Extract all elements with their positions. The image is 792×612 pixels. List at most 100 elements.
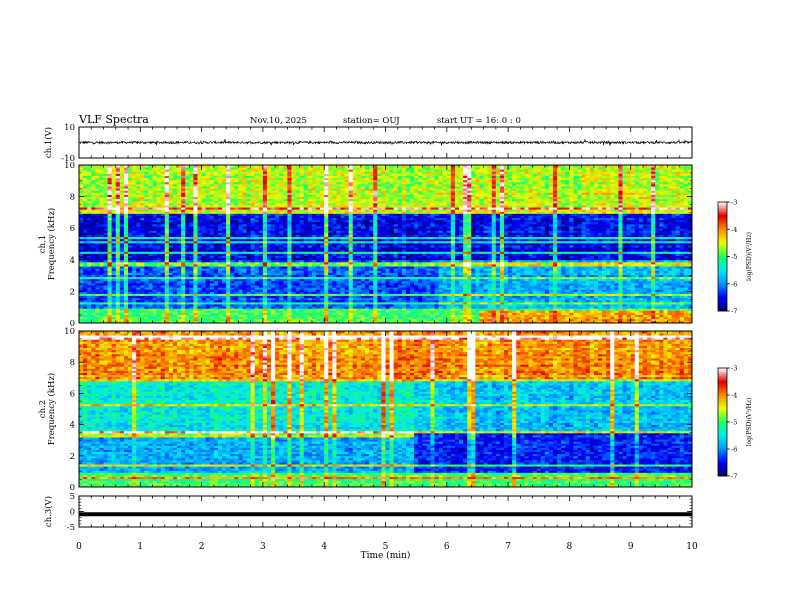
ch1-spec-cell: [262, 196, 268, 200]
ch1-spec-cell: [271, 270, 276, 273]
ch1-spec-cell: [230, 230, 235, 233]
ch1-spec-cell: [128, 230, 133, 233]
ch1-spec-cell: [115, 274, 121, 278]
ch1-spec-cell: [168, 293, 174, 297]
ch1-spec-cell: [177, 230, 182, 233]
ch1-spec-cell: [275, 226, 280, 229]
ch1-spec-cell: [164, 211, 170, 214]
ch1-spec-cell: [148, 217, 153, 221]
ch1-spec-cell: [238, 270, 243, 273]
ch1-spec-cell: [107, 257, 113, 261]
ch1-spec-cell: [279, 194, 284, 197]
ch1-spec-cell: [103, 242, 109, 246]
ch1-spec-cell: [107, 196, 113, 200]
ch1-spec-cell: [262, 215, 268, 219]
ch1-spec-cell: [287, 291, 292, 294]
ch1-spec-cell: [246, 190, 252, 193]
ch1-spec-cell: [152, 202, 158, 206]
ch1-spec-cell: [266, 314, 272, 318]
ch1-spec-cell: [209, 285, 215, 288]
ch1-spec-cell: [172, 301, 178, 305]
ch1-spec-cell: [222, 249, 227, 252]
ch1-spec-cell: [242, 198, 247, 202]
ch1-spec-cell: [238, 310, 243, 313]
ch1-spec-cell: [254, 255, 260, 259]
ch1-spec-cell: [160, 221, 166, 225]
ch1-spec-cell: [213, 230, 219, 233]
ch1-spec-cell: [287, 310, 292, 313]
ch1-spec-cell: [136, 194, 141, 197]
ch1-spec-cell: [128, 301, 133, 305]
ch1-spec-cell: [205, 236, 211, 240]
ch1-spec-cell: [279, 196, 284, 200]
ch1-spec-cell: [209, 255, 215, 259]
ch1-spec-cell: [172, 209, 178, 212]
ch1-spec-cell: [193, 314, 198, 318]
ch1-spec-cell: [79, 181, 84, 185]
ch1-spec-cell: [271, 209, 276, 212]
ch1-spec-cell: [148, 285, 153, 288]
ch1-spec-cell: [91, 207, 96, 210]
ch1-spec-cell: [213, 257, 219, 261]
ch1-spec-cell: [181, 257, 186, 261]
ch1-spec-cell: [226, 240, 231, 244]
ch1-spec-cell: [136, 282, 141, 286]
ch1-spec-cell: [152, 289, 158, 292]
ch1-spec-cell: [132, 314, 137, 318]
ch1-spec-cell: [193, 179, 198, 183]
ch1-spec-cell: [164, 177, 170, 181]
ch1-spec-cell: [213, 238, 219, 242]
ch1-spec-cell: [177, 259, 182, 263]
ch1-spec-cell: [128, 289, 133, 292]
ch1-spec-cell: [299, 316, 305, 320]
ch1-spec-cell: [197, 171, 202, 174]
ch1-spec-cell: [156, 270, 162, 273]
ch1-spec-cell: [111, 171, 117, 174]
ch1-spec-cell: [164, 188, 170, 191]
ch1-spec-cell: [132, 268, 137, 271]
ch1-spec-cell: [103, 179, 109, 183]
ch1-spec-cell: [164, 314, 170, 318]
ch1-spec-cell: [242, 297, 247, 301]
ch1-spec-cell: [148, 312, 153, 315]
ch1-spec-cell: [279, 242, 284, 246]
ch1-spec-cell: [275, 301, 280, 305]
ch1-spec-cell: [144, 293, 149, 297]
ch1-spec-cell: [132, 181, 137, 185]
ch1-spec-cell: [217, 226, 223, 229]
ch1-spec-cell: [213, 280, 219, 284]
ch1-spec-cell: [213, 240, 219, 244]
ch1-spec-cell: [189, 190, 194, 193]
ch1-spec-cell: [168, 249, 174, 252]
ch1-spec-cell: [99, 270, 104, 273]
ch1-spec-cell: [217, 270, 223, 273]
ch1-spec-cell: [287, 169, 292, 172]
ch1-spec-cell: [222, 242, 227, 246]
ch1-spec-cell: [87, 183, 92, 187]
ch1-spec-cell: [201, 169, 207, 172]
ch1-spec-cell: [111, 221, 117, 225]
ch1-spec-cell: [111, 310, 117, 313]
ch1-spec-cell: [79, 238, 84, 242]
ch1-spec-cell: [193, 213, 198, 216]
ch1-spec-cell: [160, 177, 166, 181]
ch1-spec-cell: [177, 240, 182, 244]
ch1-spec-cell: [291, 308, 296, 311]
ch1-spec-cell: [148, 221, 153, 225]
ch1-spec-cell: [234, 245, 239, 248]
ch1-spec-cell: [181, 308, 186, 311]
ch1-spec-cell: [111, 282, 117, 286]
ch1-spec-cell: [160, 228, 166, 231]
ch1-spec-cell: [193, 308, 198, 311]
ch1-spec-cell: [144, 188, 149, 191]
ch1-spec-cell: [205, 177, 211, 181]
ch1-spec-cell: [83, 183, 88, 187]
ch1-spec-cell: [107, 190, 113, 193]
ch1-spec-cell: [111, 318, 117, 322]
ch1-spec-cell: [291, 251, 296, 254]
ch1-spec-cell: [189, 177, 194, 181]
ch1-spec-cell: [185, 194, 190, 197]
ch1-spec-cell: [234, 276, 239, 280]
ch1-spec-cell: [213, 179, 219, 183]
ch1-spec-cell: [103, 308, 109, 311]
